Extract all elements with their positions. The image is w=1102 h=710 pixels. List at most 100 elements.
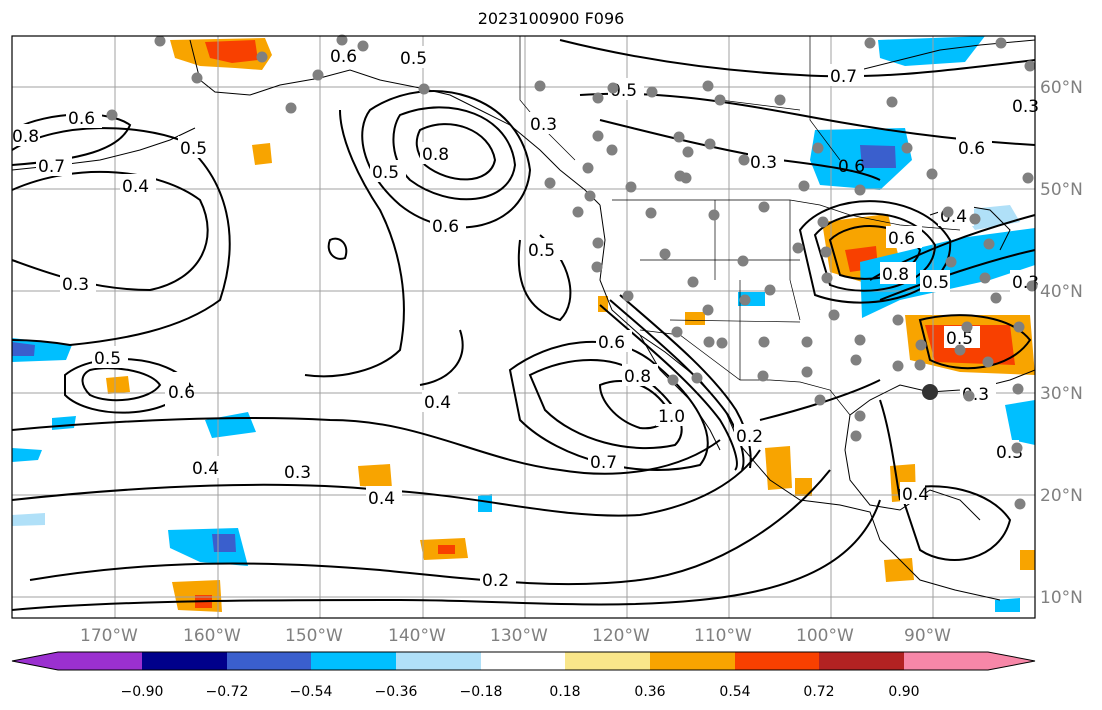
station-marker xyxy=(757,370,769,382)
station-marker xyxy=(814,394,826,406)
station-marker xyxy=(645,207,657,219)
colorbar-segment xyxy=(396,652,481,670)
contour-label: 0.3 xyxy=(284,463,311,483)
station-marker xyxy=(990,292,1002,304)
contour-central-am xyxy=(898,485,1012,561)
contour-label: 0.8 xyxy=(624,367,651,387)
longitude-axis: 170°W 160°W 150°W 140°W 130°W 120°W 110°… xyxy=(80,626,951,646)
contour-label: 0.6 xyxy=(330,47,357,67)
contour-mid-pac-3 xyxy=(419,329,464,386)
shade-blue-mid xyxy=(478,494,492,512)
station-marker xyxy=(954,344,966,356)
station-marker xyxy=(708,209,720,221)
station-marker xyxy=(687,276,699,288)
contour-label: 0.6 xyxy=(958,139,985,159)
colorbar-tick-label: −0.54 xyxy=(290,684,333,700)
station-marker xyxy=(820,246,832,258)
political-borders xyxy=(519,36,961,416)
contour-aleutian-low xyxy=(415,123,497,181)
station-marker xyxy=(312,69,324,81)
colorbar-segment xyxy=(904,652,988,670)
colorbar-tick-label: 0.18 xyxy=(549,684,580,700)
contour-label-bg xyxy=(886,226,922,248)
contour-closed-4 xyxy=(11,127,231,347)
contour-aleutian-low-3 xyxy=(361,90,532,229)
station-marker xyxy=(716,337,728,349)
contour-label-bg xyxy=(1010,94,1035,116)
station-marker xyxy=(798,180,810,192)
colorbar-tick-label: −0.72 xyxy=(206,684,249,700)
station-marker xyxy=(892,314,904,326)
station-marker xyxy=(691,372,703,384)
station-marker xyxy=(914,359,926,371)
contour-label: 0.3 xyxy=(530,115,557,135)
station-marker xyxy=(995,37,1007,49)
contour-label: 0.3 xyxy=(750,153,777,173)
contour-mex-2 xyxy=(879,399,901,501)
station-marker xyxy=(983,238,995,250)
station-marker xyxy=(667,374,679,386)
colorbar: −0.90 −0.72 −0.54 −0.36 −0.18 0.18 0.36 … xyxy=(11,651,1036,700)
us-canada-border xyxy=(612,199,961,231)
station-marker xyxy=(625,181,637,193)
station-marker xyxy=(1026,280,1038,292)
colorbar-segment xyxy=(311,652,396,670)
contour-label-bg xyxy=(190,456,226,478)
contour-label: 0.8 xyxy=(12,127,39,147)
station-marker xyxy=(336,34,348,46)
station-marker xyxy=(106,109,118,121)
colorbar-outline xyxy=(11,651,1036,671)
contour-label-bg xyxy=(622,364,658,386)
station-marker xyxy=(792,242,804,254)
station-marker xyxy=(854,184,866,196)
contour-label: 0.7 xyxy=(38,157,65,177)
station-marker xyxy=(671,326,683,338)
contour-label: 0.2 xyxy=(736,427,763,447)
colorbar-tick-label: 0.90 xyxy=(888,684,919,700)
contour-tight-3 xyxy=(619,294,752,469)
contour-label: 0.5 xyxy=(372,163,399,183)
colorbar-tick-label: 0.72 xyxy=(803,684,834,700)
station-marker xyxy=(592,130,604,142)
station-marker xyxy=(854,334,866,346)
station-marker xyxy=(801,336,813,348)
contour-label-bg xyxy=(596,330,632,352)
shade-red-mid2 xyxy=(438,545,455,554)
station-marker xyxy=(1013,321,1025,333)
contour-label-bg xyxy=(748,150,784,172)
contour-label: 0.5 xyxy=(922,273,949,293)
station-marker xyxy=(915,339,927,351)
station-marker xyxy=(659,248,671,260)
shade-darkblue-south xyxy=(212,534,236,552)
station-marker xyxy=(738,154,750,166)
shade-orange-east xyxy=(1020,550,1035,570)
station-marker xyxy=(591,261,603,273)
contour-label-bg xyxy=(36,154,72,176)
lat-label: 50°N xyxy=(1040,180,1083,200)
contour-label: 0.6 xyxy=(888,229,915,249)
station-marker xyxy=(622,290,634,302)
contour-label-bg xyxy=(328,44,364,66)
map-border xyxy=(11,35,1036,619)
shade-orange-baja xyxy=(685,312,705,325)
station-marker xyxy=(850,354,862,366)
contour-label: 0.4 xyxy=(902,485,929,505)
shade-orange-cal xyxy=(598,296,608,312)
station-marker xyxy=(982,356,994,368)
contour-label: 0.5 xyxy=(94,349,121,369)
station-marker xyxy=(969,213,981,225)
station-marker xyxy=(702,80,714,92)
lon-label: 160°W xyxy=(183,626,241,646)
state-line-4 xyxy=(669,319,801,323)
contour-label-bg xyxy=(366,486,402,508)
colorbar-segment xyxy=(650,652,735,670)
station-marker xyxy=(942,206,954,218)
station-marker xyxy=(1014,498,1026,510)
contour-label-bg xyxy=(422,390,458,412)
station-marker xyxy=(963,390,975,402)
latitude-axis: 60°N 50°N 40°N 30°N 20°N 10°N xyxy=(1040,78,1083,608)
lon-label: 130°W xyxy=(490,626,548,646)
station-marker xyxy=(737,255,749,267)
contour-label-bg xyxy=(282,460,318,482)
contour-label-bg xyxy=(828,64,864,86)
